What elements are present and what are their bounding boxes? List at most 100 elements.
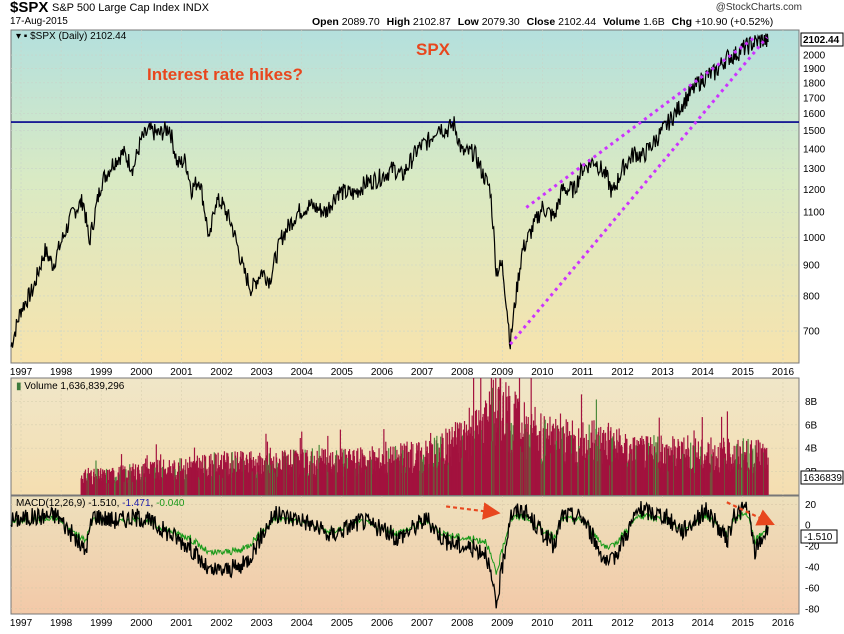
macd-last-value: -1.510: [804, 532, 833, 543]
x-tick-label: 2002: [210, 367, 233, 378]
macd-last-tag: -1.510: [800, 529, 838, 544]
x-tick-label: 1998: [50, 367, 73, 378]
price-tick-label: 1100: [803, 208, 825, 219]
price-tick-label: 800: [803, 291, 820, 302]
price-tick-label: 1400: [803, 144, 826, 155]
x-tick-label: 2015: [732, 618, 755, 629]
index-name-text: S&P 500 Large Cap Index: [52, 2, 180, 14]
volume-last-tag: 1636839: [800, 470, 844, 485]
high-label: High: [386, 16, 410, 28]
x-tick-label: 1999: [90, 618, 113, 629]
x-tick-label: 2008: [451, 618, 474, 629]
volume-value: 1.6B: [643, 16, 665, 28]
close-value: 2102.44: [558, 16, 597, 28]
x-tick-label: 2015: [732, 367, 755, 378]
macd-tick-label: -60: [805, 583, 820, 594]
x-tick-label: 2000: [130, 618, 153, 629]
x-tick-label: 2003: [251, 367, 274, 378]
macd-tick-label: -40: [805, 563, 820, 574]
trendline: [525, 36, 756, 209]
x-tick-label: 2004: [291, 367, 314, 378]
x-tick-label: 2003: [251, 618, 274, 629]
x-tick-label: 2007: [411, 367, 434, 378]
price-tick-label: 1900: [803, 64, 826, 75]
macd-legend: MACD(12,26,9) -1.510, -1.471, -0.040: [16, 498, 185, 509]
macd-tick-label: 0: [805, 521, 811, 532]
x-axis-top: 1997 1998 1999 2000 2001 2002 2003 2004 2005 2006…: [10, 367, 795, 378]
copyright-label[interactable]: @StockCharts.com: [715, 2, 802, 13]
price-tick-label: 1500: [803, 126, 826, 137]
macd-legend-prefix: MACD(12,26,9): [16, 498, 85, 509]
x-tick-label: 2006: [371, 618, 394, 629]
exchange-label: INDX: [182, 2, 209, 14]
price-tick-label: 1600: [803, 109, 826, 120]
close-label: Close: [526, 16, 556, 28]
x-tick-label: 2001: [170, 618, 193, 629]
x-tick-label: 1997: [10, 618, 33, 629]
x-tick-label: 2016: [772, 367, 795, 378]
x-tick-label: 2009: [491, 618, 514, 629]
price-legend: ▾ ▪ $SPX (Daily) 2102.44: [16, 31, 127, 42]
macd-line: [10, 501, 769, 609]
x-tick-label: 2000: [130, 367, 153, 378]
histogram-legend-value: -0.040: [156, 498, 185, 509]
chg-value: +10.90 (+0.52%): [694, 16, 774, 28]
price-line: [10, 33, 769, 350]
x-tick-label: 2012: [611, 367, 634, 378]
price-tick-label: 1800: [803, 78, 826, 89]
x-tick-label: 2005: [331, 367, 354, 378]
x-tick-label: 2005: [331, 618, 354, 629]
annotation-arrow: [445, 502, 501, 520]
price-series: [10, 33, 799, 350]
volume-series: [80, 378, 769, 495]
macd-legend-value: -1.510: [88, 498, 117, 509]
x-tick-label: 2004: [291, 618, 314, 629]
price-tick-label: 900: [803, 261, 820, 272]
macd-tick-label: -80: [805, 604, 820, 615]
x-tick-label: 2009: [491, 367, 514, 378]
ohlc-readout: Open 2089.70 High 2102.87 Low 2079.30 Cl…: [312, 16, 777, 28]
x-tick-label: 1998: [50, 618, 73, 629]
price-y-axis: 700 800 900 1000 1100 1200 1300 1400 1500 1600 170…: [803, 51, 826, 338]
chart-header: $SPX S&P 500 Large Cap Index INDX 17-Aug…: [0, 0, 844, 30]
price-tick-label: 1000: [803, 233, 826, 244]
x-tick-label: 2010: [531, 367, 554, 378]
price-last-tag: 2102.44: [800, 32, 844, 47]
macd-series: [10, 501, 775, 609]
annotation-text: Interest rate hikes?: [147, 65, 303, 84]
volume-legend-text: Volume 1,636,839,296: [24, 381, 125, 392]
price-gridlines: [11, 30, 799, 363]
index-name: S&P 500 Large Cap Index INDX: [52, 2, 209, 14]
macd-gridlines: [11, 496, 799, 614]
volume-legend: ▮ Volume 1,636,839,296: [16, 381, 125, 392]
x-tick-label: 2002: [210, 618, 233, 629]
price-tick-label: 1300: [803, 164, 826, 175]
high-value: 2102.87: [412, 16, 451, 28]
volume-tick-label: 4B: [805, 444, 818, 455]
x-tick-label: 2008: [451, 367, 474, 378]
macd-y-axis: 20 0 -20 -40 -60 -80: [805, 500, 820, 615]
open-value: 2089.70: [341, 16, 380, 28]
ticker-symbol: $SPX: [10, 0, 49, 16]
x-tick-label: 2001: [170, 367, 193, 378]
signal-legend-value: -1.471: [122, 498, 151, 509]
low-label: Low: [457, 16, 479, 28]
x-tick-label: 2013: [652, 618, 675, 629]
x-tick-label: 2014: [692, 618, 715, 629]
price-tick-label: 1700: [803, 93, 826, 104]
chart-title: SPX: [416, 40, 451, 59]
chart-date: 17-Aug-2015: [10, 16, 68, 27]
price-tick-label: 700: [803, 327, 820, 338]
price-last-value: 2102.44: [803, 35, 840, 46]
chg-label: Chg: [671, 16, 693, 28]
x-tick-label: 1997: [10, 367, 33, 378]
price-legend-text: $SPX (Daily) 2102.44: [30, 31, 127, 42]
price-tick-label: 1200: [803, 185, 826, 196]
volume-tick-label: 6B: [805, 420, 818, 431]
low-value: 2079.30: [481, 16, 520, 28]
macd-tick-label: 20: [805, 500, 817, 511]
x-tick-label: 2012: [611, 618, 634, 629]
x-tick-label: 2007: [411, 618, 434, 629]
macd-tick-label: -20: [805, 542, 820, 553]
